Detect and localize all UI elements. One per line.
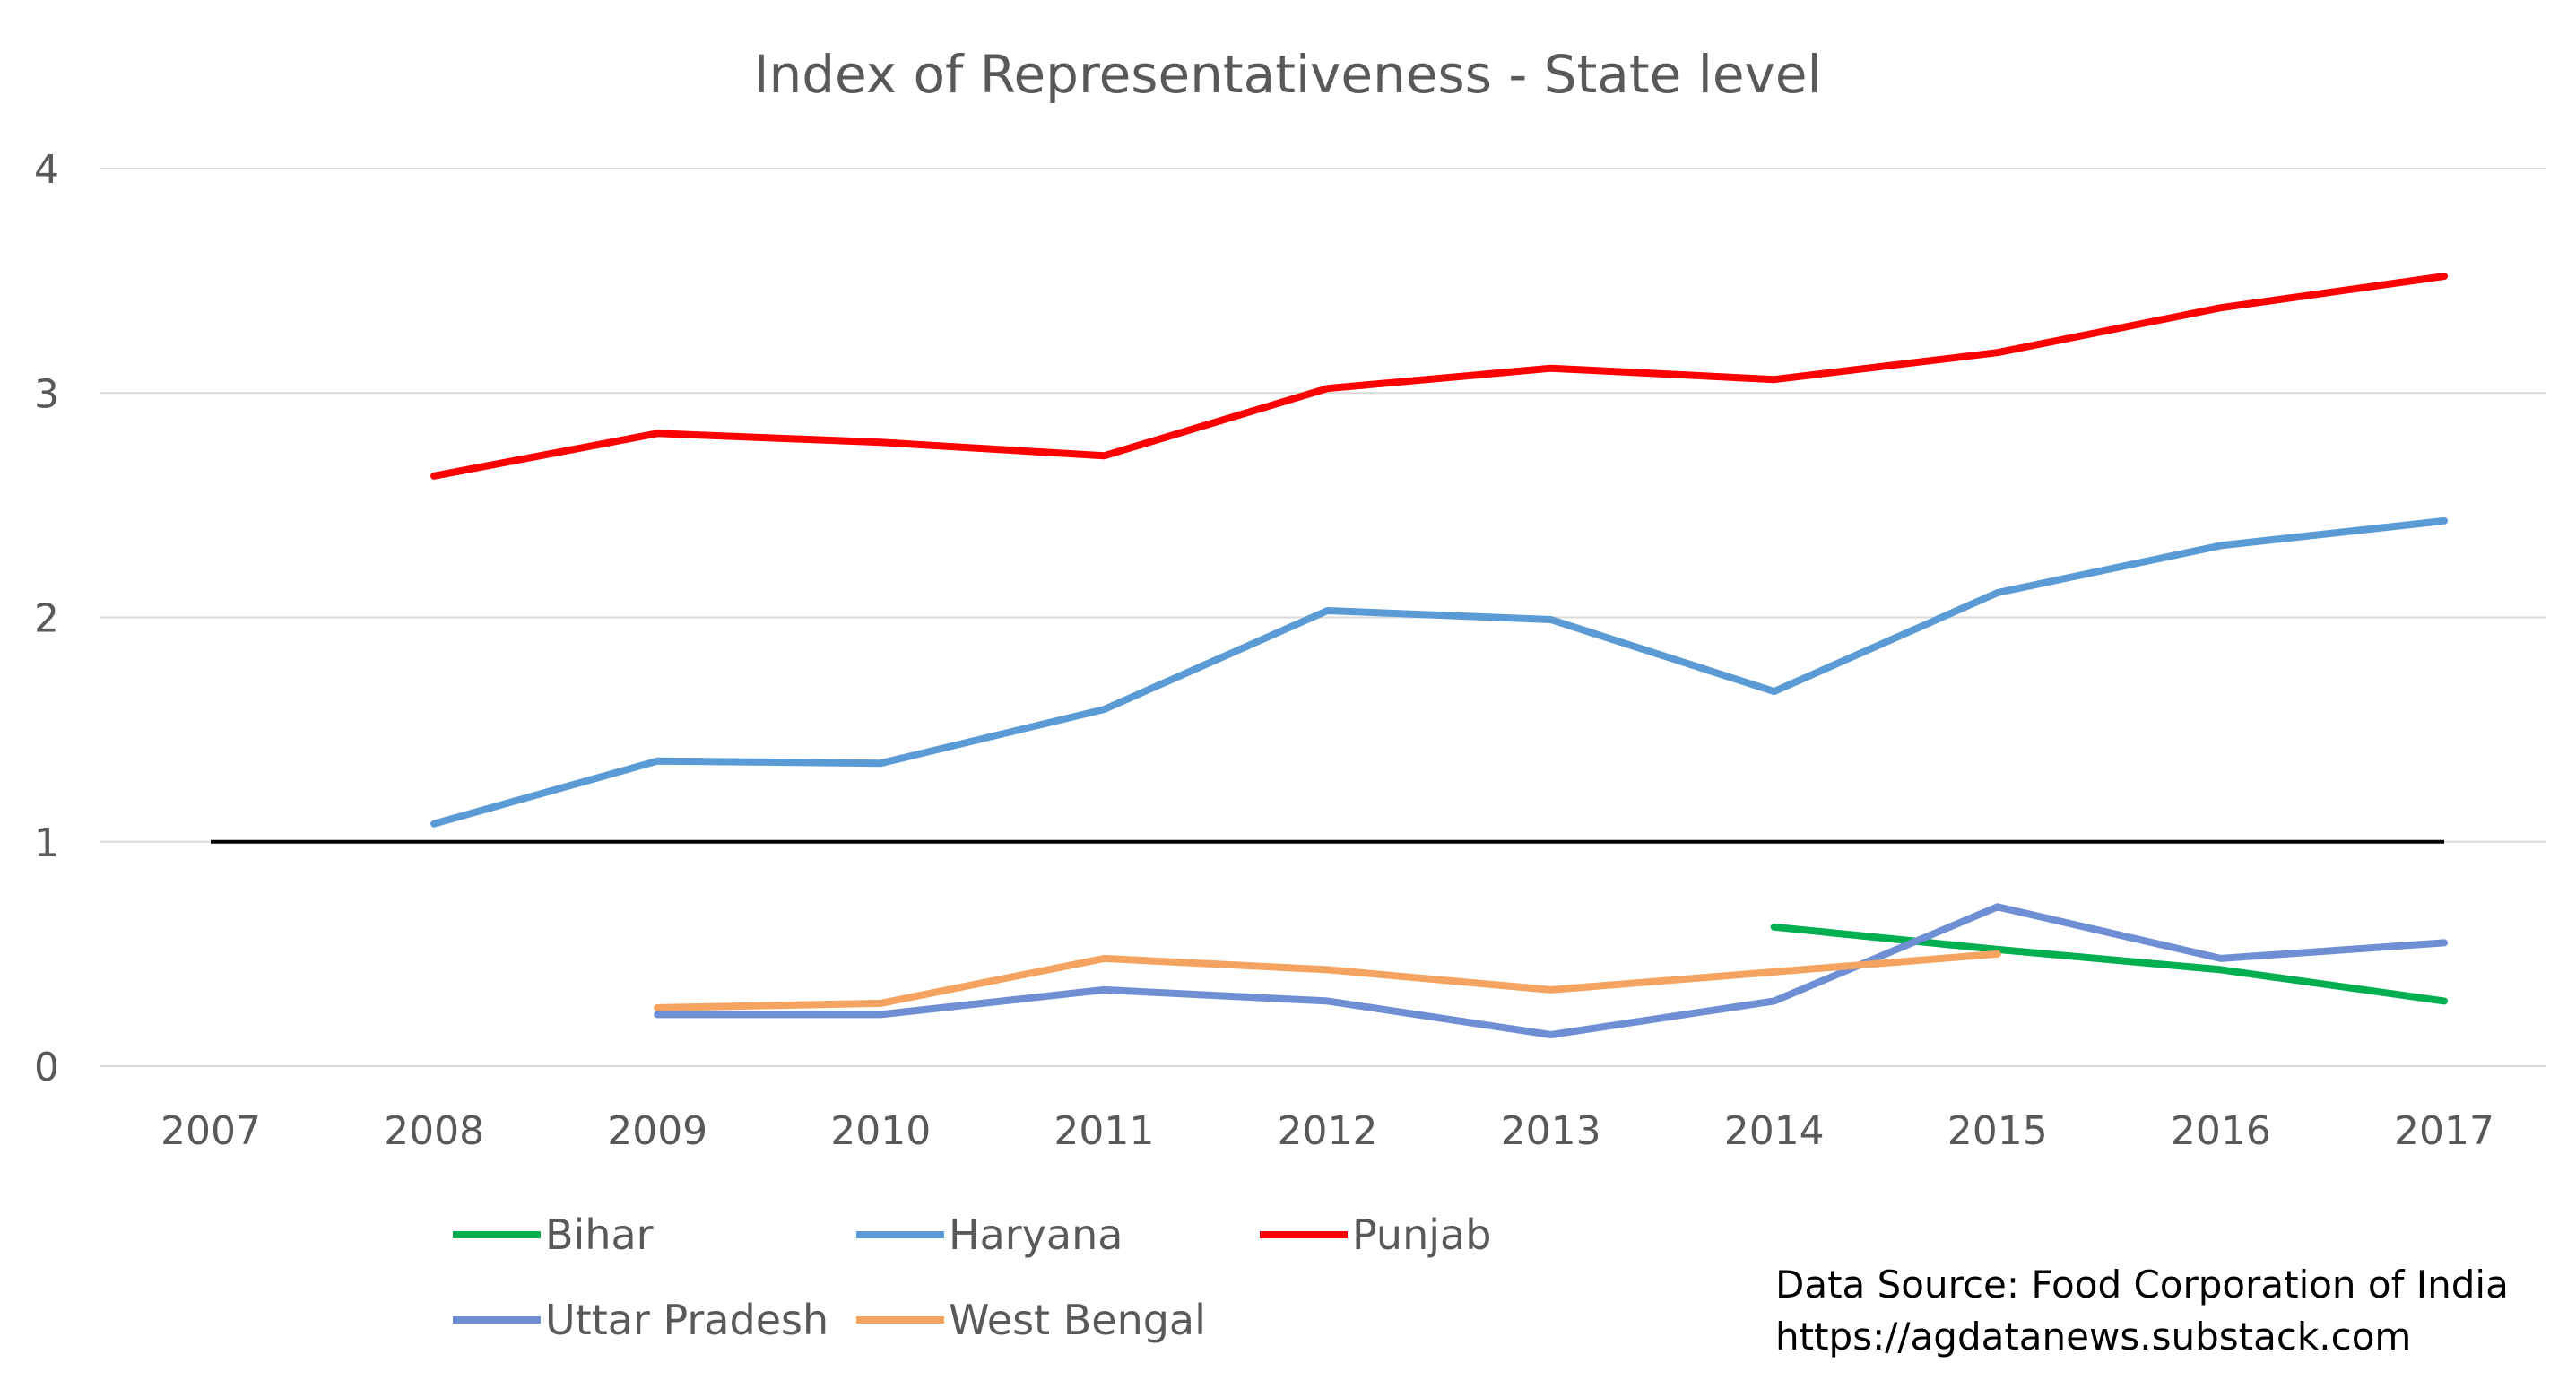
data-source-annotation: Data Source: Food Corporation of India h… — [1775, 1263, 2509, 1358]
x-tick-label-2015: 2015 — [1947, 1108, 2048, 1154]
series-line-uttar-pradesh — [654, 903, 2448, 1038]
x-tick-label-2008: 2008 — [384, 1108, 484, 1154]
legend-label-bihar: Bihar — [545, 1211, 654, 1259]
y-axis-ticks: 0 1 2 3 4 — [34, 147, 59, 1090]
series-line-haryana — [430, 516, 2448, 828]
x-tick-label-2009: 2009 — [607, 1108, 707, 1154]
y-tick-label-1: 1 — [34, 820, 59, 866]
y-tick-label-3: 3 — [34, 371, 59, 417]
legend-label-uttar-pradesh: Uttar Pradesh — [545, 1296, 828, 1344]
x-tick-label-2014: 2014 — [1724, 1108, 1825, 1154]
legend-entry-west-bengal: West Bengal — [856, 1296, 1206, 1344]
x-tick-label-2017: 2017 — [2394, 1108, 2494, 1154]
source-url-text: https://agdatanews.substack.com — [1775, 1315, 2411, 1358]
x-tick-label-2011: 2011 — [1054, 1108, 1154, 1154]
y-tick-label-4: 4 — [34, 147, 59, 193]
legend-label-punjab: Punjab — [1352, 1211, 1491, 1259]
legend-entry-haryana: Haryana — [856, 1211, 1123, 1259]
series-line-bihar — [1770, 923, 2448, 1005]
x-tick-label-2010: 2010 — [830, 1108, 931, 1154]
legend: Bihar Haryana Punjab Uttar Pradesh West Beng… — [453, 1211, 1491, 1344]
y-tick-label-2: 2 — [34, 596, 59, 642]
x-tick-label-2012: 2012 — [1278, 1108, 1378, 1154]
legend-entry-bihar: Bihar — [453, 1211, 654, 1259]
legend-label-west-bengal: West Bengal — [949, 1296, 1206, 1344]
x-axis-ticks: 2007 2008 2009 2010 2011 2012 2013 2014 2015 2016… — [160, 1108, 2494, 1154]
legend-entry-punjab: Punjab — [1260, 1211, 1491, 1259]
y-tick-label-0: 0 — [34, 1045, 59, 1090]
data-source-text: Data Source: Food Corporation of India — [1775, 1263, 2509, 1306]
legend-entry-uttar-pradesh: Uttar Pradesh — [453, 1296, 828, 1344]
gridlines — [100, 168, 2546, 1067]
x-tick-label-2016: 2016 — [2171, 1108, 2271, 1154]
series-line-west-bengal — [654, 950, 2001, 1011]
chart-title: Index of Representativeness - State leve… — [753, 44, 1821, 105]
x-tick-label-2013: 2013 — [1501, 1108, 1601, 1154]
x-tick-label-2007: 2007 — [160, 1108, 261, 1154]
series-lines — [430, 273, 2448, 1038]
legend-label-haryana: Haryana — [949, 1211, 1123, 1259]
series-line-punjab — [430, 273, 2448, 480]
